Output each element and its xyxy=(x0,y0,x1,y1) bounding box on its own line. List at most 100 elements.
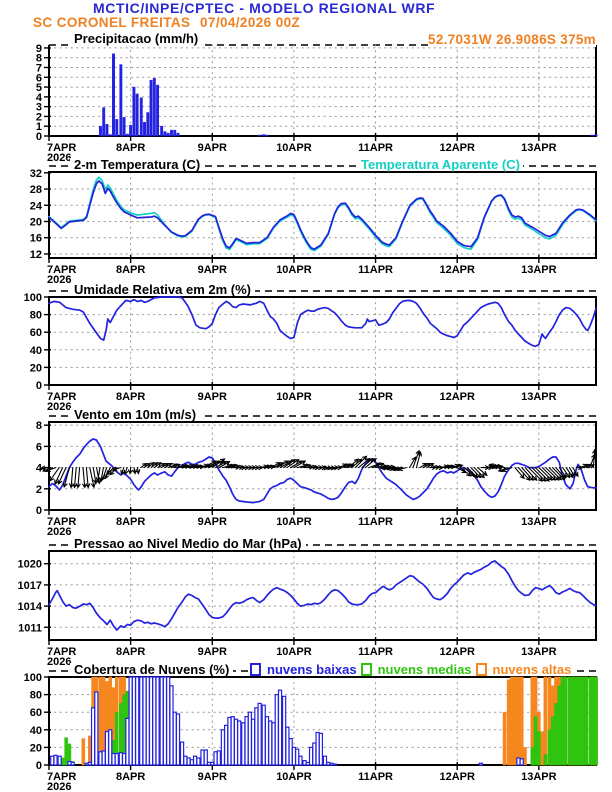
svg-text:9APR: 9APR xyxy=(198,264,227,276)
panel-title-clouds: Cobertura de Nuvens (%) xyxy=(70,663,234,676)
legend-label-low-clouds: nuvens baixas xyxy=(267,662,357,677)
page-title: MCTIC/INPE/CPTEC - MODELO REGIONAL WRF xyxy=(93,0,436,16)
svg-text:8: 8 xyxy=(36,53,42,65)
svg-text:0: 0 xyxy=(36,380,42,392)
legend-box-low-clouds-icon xyxy=(250,663,261,676)
svg-text:12APR: 12APR xyxy=(439,142,475,154)
svg-text:28: 28 xyxy=(30,184,42,196)
svg-text:11APR: 11APR xyxy=(358,516,393,528)
svg-text:100: 100 xyxy=(24,672,42,684)
svg-text:1011: 1011 xyxy=(18,622,42,634)
svg-text:12APR: 12APR xyxy=(439,646,475,658)
svg-text:16: 16 xyxy=(30,233,42,245)
svg-text:32: 32 xyxy=(30,168,42,180)
svg-text:2: 2 xyxy=(36,111,42,123)
svg-text:10APR: 10APR xyxy=(276,516,312,528)
svg-text:1020: 1020 xyxy=(18,559,42,571)
svg-text:8APR: 8APR xyxy=(116,771,145,783)
panel-title-precipitation: Precipitacao (mm/h) xyxy=(70,32,203,46)
station-coordinates: 52.7031W 26.9086S 375m xyxy=(428,32,596,47)
svg-text:13APR: 13APR xyxy=(521,516,557,528)
svg-text:10APR: 10APR xyxy=(276,391,312,403)
svg-text:11APR: 11APR xyxy=(358,391,393,403)
svg-text:8APR: 8APR xyxy=(116,646,145,658)
svg-text:7APR: 7APR xyxy=(47,516,76,528)
svg-text:2026: 2026 xyxy=(47,152,71,164)
svg-text:4: 4 xyxy=(36,463,43,475)
svg-text:100: 100 xyxy=(24,292,42,304)
svg-text:20: 20 xyxy=(30,362,42,374)
svg-text:8APR: 8APR xyxy=(116,142,145,154)
svg-text:40: 40 xyxy=(30,345,42,357)
svg-text:11APR: 11APR xyxy=(358,646,393,658)
svg-text:11APR: 11APR xyxy=(358,264,393,276)
svg-text:13APR: 13APR xyxy=(521,771,557,783)
svg-text:13APR: 13APR xyxy=(521,264,557,276)
svg-text:3: 3 xyxy=(36,102,42,114)
svg-text:80: 80 xyxy=(30,690,42,702)
svg-text:1017: 1017 xyxy=(18,580,42,592)
legend-label-high-clouds: nuvens altas xyxy=(492,662,572,677)
svg-text:2026: 2026 xyxy=(47,781,71,792)
svg-text:7APR: 7APR xyxy=(47,264,76,276)
svg-text:0: 0 xyxy=(36,505,42,517)
svg-text:0: 0 xyxy=(36,131,42,143)
svg-text:1014: 1014 xyxy=(18,601,43,613)
panel-title-wind: Vento em 10m (m/s) xyxy=(70,408,201,421)
svg-text:8APR: 8APR xyxy=(116,516,145,528)
svg-text:7APR: 7APR xyxy=(47,391,76,403)
svg-text:8APR: 8APR xyxy=(116,391,145,403)
svg-text:11APR: 11APR xyxy=(358,771,393,783)
svg-text:9: 9 xyxy=(36,43,42,55)
svg-text:0: 0 xyxy=(36,760,42,772)
svg-text:11APR: 11APR xyxy=(358,142,393,154)
svg-text:60: 60 xyxy=(30,327,42,339)
svg-text:6: 6 xyxy=(36,72,42,84)
legend-box-high-clouds-icon xyxy=(475,663,487,676)
svg-text:8: 8 xyxy=(36,420,42,432)
svg-text:12APR: 12APR xyxy=(439,516,475,528)
svg-text:12APR: 12APR xyxy=(439,391,475,403)
legend-box-mid-clouds-icon xyxy=(360,663,372,676)
svg-text:20: 20 xyxy=(30,216,42,228)
svg-text:4: 4 xyxy=(36,92,43,104)
svg-text:7APR: 7APR xyxy=(47,142,76,154)
svg-text:40: 40 xyxy=(30,725,42,737)
svg-text:1: 1 xyxy=(36,121,42,133)
svg-text:12APR: 12APR xyxy=(439,264,475,276)
panel-title-pressure: Pressao ao Nivel Medio do Mar (hPa) xyxy=(70,537,306,550)
svg-text:2026: 2026 xyxy=(47,526,71,538)
svg-text:13APR: 13APR xyxy=(521,391,557,403)
svg-text:2026: 2026 xyxy=(47,656,71,668)
svg-text:12APR: 12APR xyxy=(439,771,475,783)
svg-text:9APR: 9APR xyxy=(198,771,227,783)
svg-text:20: 20 xyxy=(30,742,42,754)
apparent-temperature-label: Temperatura Aparente (C) xyxy=(358,158,523,171)
svg-text:2026: 2026 xyxy=(47,401,71,413)
svg-text:2: 2 xyxy=(36,484,42,496)
svg-text:7: 7 xyxy=(36,63,42,75)
svg-text:13APR: 13APR xyxy=(521,142,557,154)
svg-text:10APR: 10APR xyxy=(276,142,312,154)
panel-title-humidity: Umidade Relativa em 2m (%) xyxy=(70,283,256,296)
station-name: SC CORONEL FREITAS xyxy=(33,15,191,30)
panel-title-temperature: 2-m Temperatura (C) xyxy=(70,158,205,171)
svg-text:5: 5 xyxy=(36,82,42,94)
svg-text:9APR: 9APR xyxy=(198,646,227,658)
cloud-legend: nuvens baixas nuvens medias nuvens altas xyxy=(248,662,574,677)
run-datetime: 07/04/2026 00Z xyxy=(200,15,301,30)
svg-text:10APR: 10APR xyxy=(276,771,312,783)
svg-text:12: 12 xyxy=(30,249,42,261)
svg-text:10APR: 10APR xyxy=(276,646,312,658)
svg-text:9APR: 9APR xyxy=(198,142,227,154)
legend-label-mid-clouds: nuvens medias xyxy=(377,662,472,677)
svg-text:9APR: 9APR xyxy=(198,391,227,403)
svg-text:24: 24 xyxy=(30,200,43,212)
svg-text:6: 6 xyxy=(36,441,42,453)
svg-text:9APR: 9APR xyxy=(198,516,227,528)
svg-text:13APR: 13APR xyxy=(521,646,557,658)
svg-text:10APR: 10APR xyxy=(276,264,312,276)
svg-text:80: 80 xyxy=(30,310,42,322)
svg-text:8APR: 8APR xyxy=(116,264,145,276)
